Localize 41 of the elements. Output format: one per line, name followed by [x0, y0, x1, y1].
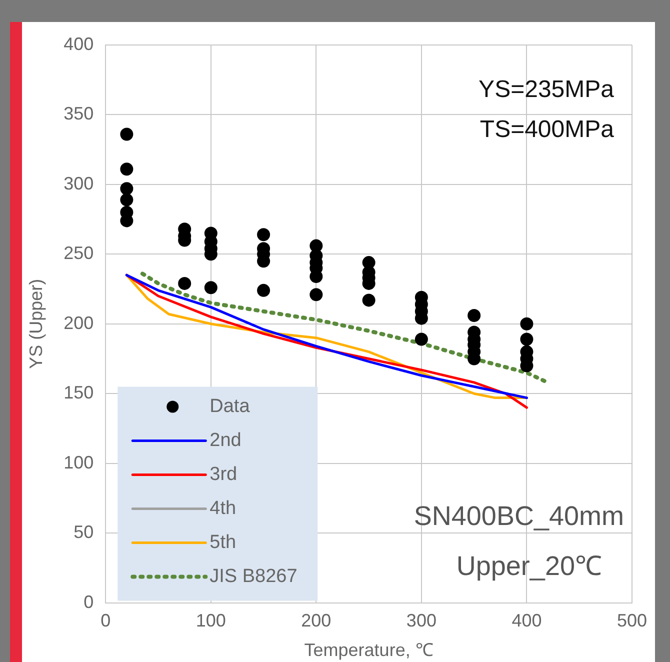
point	[257, 284, 270, 297]
legend-label: JIS B8267	[210, 566, 298, 588]
x-axis-title: Temperature, ℃	[304, 640, 434, 660]
point	[120, 193, 134, 206]
x-tick-label: 400	[512, 610, 542, 631]
x-tick-label: 500	[616, 610, 648, 631]
point	[178, 276, 192, 290]
annotation: SN400BC_40mm	[414, 500, 624, 531]
y-axis-title: YS (Upper)	[26, 278, 46, 369]
y-tick-label: 200	[64, 312, 94, 333]
y-tick-label: 50	[74, 522, 94, 542]
x-tick-label: 100	[196, 610, 226, 631]
point	[520, 317, 534, 330]
point	[120, 128, 134, 141]
point	[120, 162, 134, 176]
point	[414, 332, 428, 346]
point	[120, 182, 134, 196]
point	[362, 294, 376, 307]
point	[310, 288, 323, 302]
point	[257, 228, 270, 242]
y-tick-label: 350	[64, 104, 94, 124]
y-tick-label: 150	[64, 382, 94, 403]
legend-label: 5th	[210, 532, 236, 554]
y-tick-label: 300	[64, 173, 94, 194]
point	[204, 281, 218, 294]
legend-label: Data	[210, 396, 250, 418]
y-tick-label: 250	[64, 243, 94, 264]
legend-label: 3rd	[210, 464, 238, 486]
annotation: Upper_20℃	[456, 550, 602, 581]
x-tick-label: 200	[301, 610, 332, 631]
annotation: TS=400MPa	[480, 116, 615, 143]
legend-label: 4th	[210, 498, 236, 520]
legend-label: 2nd	[210, 430, 242, 452]
point	[468, 309, 481, 322]
y-tick-label: 100	[64, 452, 94, 472]
y-tick-label: 0	[84, 592, 94, 612]
x-tick-label: 0	[100, 610, 111, 631]
annotation: YS=235MPa	[478, 76, 615, 103]
y-tick-label: 400	[64, 34, 94, 54]
x-tick-label: 300	[406, 610, 436, 631]
point	[520, 332, 534, 346]
